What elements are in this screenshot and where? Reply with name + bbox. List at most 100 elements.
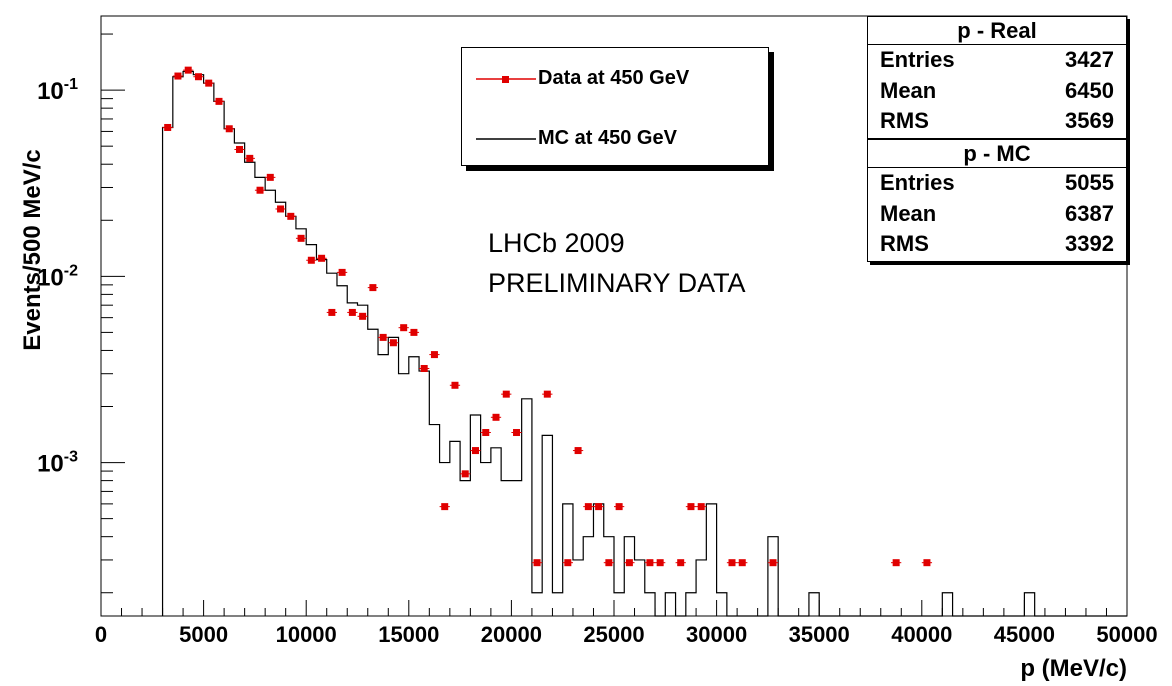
data-points	[162, 66, 933, 567]
data-point-marker	[400, 324, 408, 332]
data-point-marker	[225, 125, 233, 133]
data-point	[265, 173, 276, 181]
stats-key: Mean	[880, 77, 937, 103]
stats-title-real: p - Real	[868, 17, 1126, 45]
stats-value: 3569	[1065, 108, 1114, 133]
data-point	[696, 503, 707, 511]
data-point	[644, 559, 656, 567]
data-point	[244, 154, 255, 162]
y-tick-exponent: -3	[64, 449, 78, 466]
data-point-marker	[287, 212, 295, 220]
data-point-marker	[318, 254, 326, 262]
legend-line-mc	[476, 138, 536, 140]
data-point-marker	[471, 447, 479, 455]
data-point-marker	[492, 413, 500, 421]
data-point-marker	[389, 339, 397, 347]
data-point-marker	[205, 79, 213, 87]
data-point-marker	[215, 97, 223, 105]
data-point-marker	[584, 503, 592, 511]
x-tick-label: 25000	[583, 622, 644, 647]
mc-step-line	[161, 70, 1127, 617]
data-point	[234, 145, 245, 153]
stats-value: 6450	[1065, 77, 1114, 103]
data-point	[429, 351, 440, 359]
data-point	[675, 559, 686, 567]
data-point-marker	[184, 66, 192, 74]
data-point	[183, 66, 194, 74]
stats-key: Entries	[880, 47, 955, 72]
stats-box-real: p - Real Entries 3427 Mean 6450 RMS 3569	[867, 16, 1127, 139]
data-point	[767, 559, 779, 567]
data-point	[347, 308, 358, 316]
data-point	[737, 559, 748, 567]
legend: Data at 450 GeV MC at 450 GeV	[461, 47, 769, 166]
stats-row: Mean 6450	[868, 76, 1126, 107]
data-point-marker	[677, 559, 685, 567]
data-point-marker	[513, 429, 521, 437]
data-point-marker	[307, 256, 315, 264]
data-point	[398, 324, 409, 332]
data-point-marker	[615, 503, 623, 511]
stats-row: Entries 3427	[868, 45, 1126, 76]
y-tick-label: 10-3	[37, 449, 78, 478]
data-point-marker	[451, 381, 459, 389]
stats-row: RMS 3569	[868, 106, 1126, 137]
data-point-marker	[256, 186, 264, 194]
data-point	[685, 503, 697, 511]
data-point	[603, 559, 614, 567]
x-tick-label: 5000	[179, 622, 228, 647]
data-point	[254, 186, 266, 194]
data-point-marker	[543, 390, 551, 398]
data-point	[593, 503, 604, 511]
data-point	[614, 503, 625, 511]
data-point	[367, 284, 379, 292]
x-tick-label: 10000	[276, 622, 337, 647]
data-point	[224, 125, 235, 133]
data-point-marker	[194, 73, 202, 81]
data-point	[357, 312, 368, 320]
legend-entry-mc: MC at 450 GeV	[462, 124, 768, 154]
data-point	[336, 268, 348, 276]
data-point	[531, 559, 543, 567]
stats-value: 5055	[1065, 170, 1114, 195]
data-point	[562, 559, 573, 567]
data-point	[624, 559, 635, 567]
legend-entry-data: Data at 450 GeV	[462, 64, 768, 94]
data-point-marker	[297, 234, 305, 242]
stats-value: 3392	[1065, 231, 1114, 256]
data-point	[419, 364, 430, 372]
data-point-marker	[697, 503, 705, 511]
data-point-marker	[482, 429, 490, 437]
legend-label-data: Data at 450 GeV	[538, 67, 690, 89]
stats-row: Entries 5055	[868, 168, 1126, 199]
data-point	[480, 429, 491, 437]
data-point-marker	[769, 559, 777, 567]
data-point-marker	[410, 328, 418, 336]
data-point-marker	[533, 559, 541, 567]
data-point	[726, 559, 738, 567]
data-point	[172, 72, 184, 80]
data-point	[162, 123, 173, 131]
data-point	[891, 559, 902, 567]
y-tick-labels: 10-110-210-3	[37, 76, 78, 477]
data-point-marker	[246, 154, 254, 162]
data-point-marker	[359, 312, 367, 320]
y-axis-title: Events/500 MeV/c	[19, 149, 46, 350]
data-point	[203, 79, 214, 87]
data-point-marker	[236, 145, 244, 153]
data-point	[193, 73, 204, 81]
data-point	[275, 205, 286, 213]
stats-key: Mean	[880, 200, 937, 226]
data-point-marker	[923, 559, 931, 567]
data-point-marker	[461, 470, 469, 478]
x-axis-title: p (MeV/c)	[1020, 655, 1127, 682]
stats-key: Entries	[880, 170, 955, 195]
x-tick-labels: 0 5000 10000 15000 20000 25000 30000 35000 40000…	[95, 622, 1158, 647]
data-point-marker	[379, 333, 387, 341]
data-point	[490, 413, 502, 421]
data-point-marker	[738, 559, 746, 567]
data-point-marker	[328, 308, 336, 316]
y-tick-label: 10-1	[37, 76, 78, 105]
legend-marker-data	[476, 76, 536, 83]
